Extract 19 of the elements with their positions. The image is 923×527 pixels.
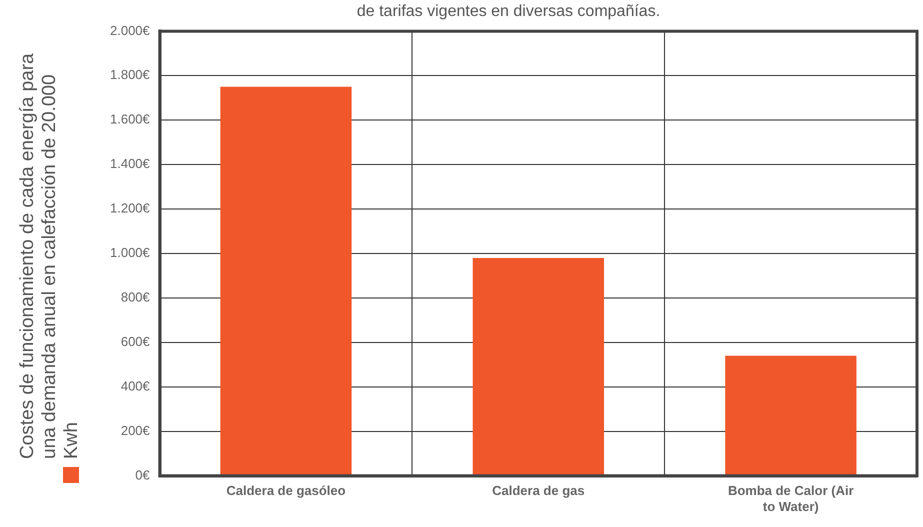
- chart-title: de tarifas vigentes en diversas compañías.: [356, 3, 660, 20]
- y-tick-label: 1.800€: [110, 67, 151, 82]
- bar: [472, 258, 604, 476]
- y-tick-label: 1.200€: [110, 200, 151, 216]
- text: Costes de funcionamiento de cada energía para una demanda anual en calefacción de 20.000 Kwh: [17, 52, 83, 459]
- y-tick-label: 600€: [120, 334, 151, 349]
- bar: [725, 356, 856, 476]
- x-tick-label: Caldera de gas: [492, 483, 585, 498]
- y-tick-label: 400€: [120, 378, 151, 394]
- y-tick-label: 1.000€: [110, 245, 151, 260]
- y-tick-label: 800€: [120, 290, 151, 305]
- y-tick-label: 0€: [135, 467, 151, 482]
- bar: [220, 86, 352, 476]
- y-tick-label: 1.400€: [110, 156, 151, 172]
- x-tick-label: Bomba de Calor (Air to Water): [728, 483, 854, 514]
- y-tick-label: 2.000€: [110, 22, 151, 38]
- x-tick-label: Caldera de gasóleo: [226, 483, 346, 498]
- y-tick-label: 1.600€: [110, 112, 151, 127]
- y-tick-label: 200€: [120, 422, 151, 438]
